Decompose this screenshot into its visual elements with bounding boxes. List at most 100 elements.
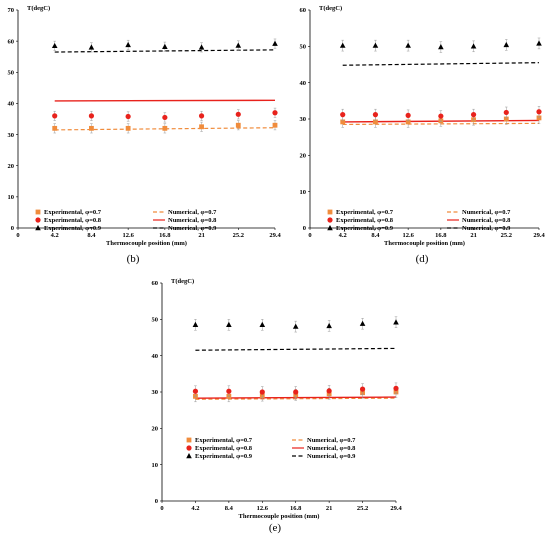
data-point-1 [198, 113, 205, 119]
data-point-2 [393, 319, 399, 325]
legend-marker [186, 445, 192, 451]
legend-marker [327, 209, 333, 215]
legend-marker [327, 217, 333, 223]
x-tick-label: 29.4 [533, 232, 545, 239]
legend-label: Experimental, φ=0.8 [195, 445, 253, 452]
data-point-2 [470, 43, 477, 49]
data-point-1 [226, 388, 232, 394]
y-tick-label: 40 [152, 353, 159, 360]
data-point-2 [272, 40, 278, 46]
y-axis-title: T(degC) [319, 5, 342, 12]
data-point-1 [162, 114, 168, 121]
panel-caption: (e) [269, 522, 282, 534]
data-point-0 [405, 119, 411, 125]
x-axis-title: Thermocouple position (mm) [239, 513, 320, 520]
data-point-1 [503, 109, 509, 116]
y-tick-label: 60 [152, 280, 159, 287]
data-point-1 [340, 112, 346, 118]
panel-caption: (b) [127, 253, 140, 265]
x-tick-label: 8.4 [225, 505, 234, 512]
legend-label: Numerical, φ=0.8 [462, 217, 511, 224]
data-point-1 [88, 113, 95, 119]
panel-caption: (d) [416, 253, 429, 265]
data-point-0 [52, 125, 58, 131]
data-point-1 [259, 389, 265, 395]
data-point-2 [88, 44, 95, 50]
y-tick-label: 60 [8, 38, 15, 45]
data-point-2 [162, 43, 168, 49]
legend-label: Experimental, φ=0.7 [195, 437, 253, 444]
y-tick-label: 50 [300, 44, 307, 51]
data-point-0 [199, 124, 204, 130]
numerical-line-5 [195, 347, 397, 351]
data-point-1 [192, 388, 199, 394]
x-tick-label: 12.6 [122, 232, 134, 239]
data-point-0 [235, 122, 241, 128]
y-tick-label: 40 [8, 101, 15, 108]
data-point-1 [125, 113, 131, 120]
x-tick-label: 4.2 [51, 232, 59, 239]
data-point-2 [259, 321, 266, 327]
y-axis-title: T(degC) [27, 5, 50, 12]
y-tick-label: 0 [303, 225, 306, 232]
x-tick-label: 0 [16, 232, 19, 239]
legend-marker [35, 209, 41, 215]
data-point-0 [503, 116, 509, 122]
x-tick-label: 16.8 [435, 232, 447, 239]
legend-label: Numerical, φ=0.8 [307, 445, 356, 452]
chart-panel-e: 0 10 20 30 40 50 60 0 4.2 8.4 12.6 16.8 21 25.2 29.4 T(… [152, 278, 403, 534]
legend-label: Experimental, φ=0.9 [44, 225, 102, 232]
data-point-2 [503, 41, 510, 48]
y-axis-title: T(degC) [171, 278, 194, 285]
data-point-2 [405, 42, 411, 48]
data-point-1 [52, 113, 58, 119]
legend-label: Numerical, φ=0.7 [462, 209, 511, 216]
x-tick-label: 4.2 [191, 505, 199, 512]
y-tick-label: 50 [152, 317, 159, 324]
numerical-line-5 [342, 62, 540, 66]
data-point-1 [536, 109, 542, 115]
legend-label: Experimental, φ=0.9 [195, 453, 253, 460]
data-point-0 [125, 125, 131, 131]
legend-label: Numerical, φ=0.7 [168, 209, 217, 216]
data-point-1 [405, 112, 411, 118]
x-tick-label: 21 [470, 232, 477, 239]
chart-panel-d: 0 10 20 30 40 50 60 0 4.2 8.4 12.6 16.8 21 25.2 29.4 T(… [300, 5, 546, 265]
data-point-2 [125, 41, 131, 48]
x-axis-title: Thermocouple position (mm) [384, 240, 465, 247]
x-axis-title: Thermocouple position (mm) [106, 240, 187, 247]
y-tick-label: 20 [300, 153, 307, 160]
y-tick-label: 40 [300, 80, 307, 87]
y-tick-label: 10 [300, 189, 307, 196]
data-point-1 [438, 113, 444, 119]
data-point-2 [339, 42, 346, 48]
data-point-2 [292, 323, 299, 329]
x-tick-label: 29.4 [390, 505, 402, 512]
x-tick-label: 29.4 [269, 232, 281, 239]
x-tick-label: 25.2 [501, 232, 512, 239]
x-tick-label: 0 [308, 232, 311, 239]
data-point-2 [438, 44, 444, 50]
x-tick-label: 0 [160, 505, 163, 512]
x-tick-label: 25.2 [233, 232, 244, 239]
x-tick-label: 25.2 [357, 505, 368, 512]
y-tick-label: 20 [8, 163, 15, 170]
data-point-2 [235, 42, 242, 48]
data-point-2 [51, 42, 58, 49]
x-tick-label: 12.6 [257, 505, 269, 512]
x-tick-label: 8.4 [371, 232, 380, 239]
legend-label: Numerical, φ=0.9 [168, 225, 217, 232]
legend-label: Numerical, φ=0.7 [307, 437, 356, 444]
y-tick-label: 10 [152, 462, 159, 469]
legend-label: Experimental, φ=0.8 [44, 217, 102, 224]
y-tick-label: 0 [11, 225, 14, 232]
y-tick-label: 20 [152, 426, 159, 433]
y-tick-label: 60 [300, 7, 307, 14]
legend-label: Experimental, φ=0.7 [336, 209, 394, 216]
y-tick-label: 70 [8, 7, 15, 14]
data-point-2 [198, 44, 205, 50]
data-point-1 [470, 112, 477, 118]
